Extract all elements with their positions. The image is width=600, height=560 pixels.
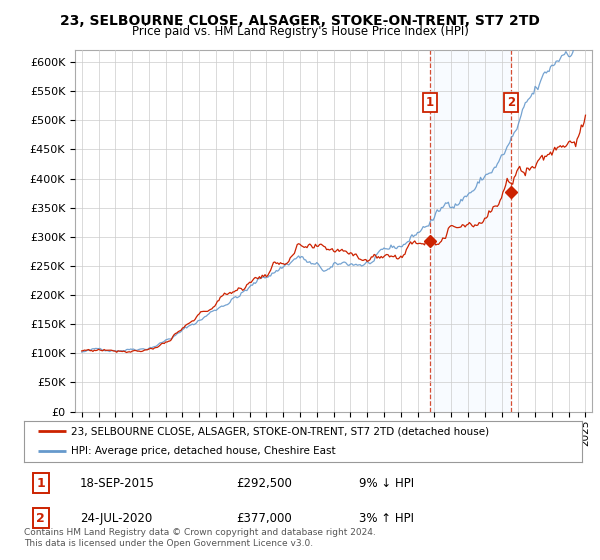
Text: 3% ↑ HPI: 3% ↑ HPI	[359, 512, 414, 525]
Text: 23, SELBOURNE CLOSE, ALSAGER, STOKE-ON-TRENT, ST7 2TD (detached house): 23, SELBOURNE CLOSE, ALSAGER, STOKE-ON-T…	[71, 426, 490, 436]
Text: 1: 1	[425, 96, 434, 109]
Text: 2: 2	[36, 512, 45, 525]
Text: £292,500: £292,500	[236, 477, 292, 490]
Bar	[430, 50, 511, 412]
Text: 1: 1	[36, 477, 45, 490]
Text: 18-SEP-2015: 18-SEP-2015	[80, 477, 155, 490]
Text: 2: 2	[506, 96, 515, 109]
Text: Price paid vs. HM Land Registry's House Price Index (HPI): Price paid vs. HM Land Registry's House …	[131, 25, 469, 38]
Text: Contains HM Land Registry data © Crown copyright and database right 2024.
This d: Contains HM Land Registry data © Crown c…	[24, 528, 376, 548]
Text: 24-JUL-2020: 24-JUL-2020	[80, 512, 152, 525]
Text: 9% ↓ HPI: 9% ↓ HPI	[359, 477, 414, 490]
Text: HPI: Average price, detached house, Cheshire East: HPI: Average price, detached house, Ches…	[71, 446, 336, 455]
Text: £377,000: £377,000	[236, 512, 292, 525]
Text: 23, SELBOURNE CLOSE, ALSAGER, STOKE-ON-TRENT, ST7 2TD: 23, SELBOURNE CLOSE, ALSAGER, STOKE-ON-T…	[60, 14, 540, 28]
